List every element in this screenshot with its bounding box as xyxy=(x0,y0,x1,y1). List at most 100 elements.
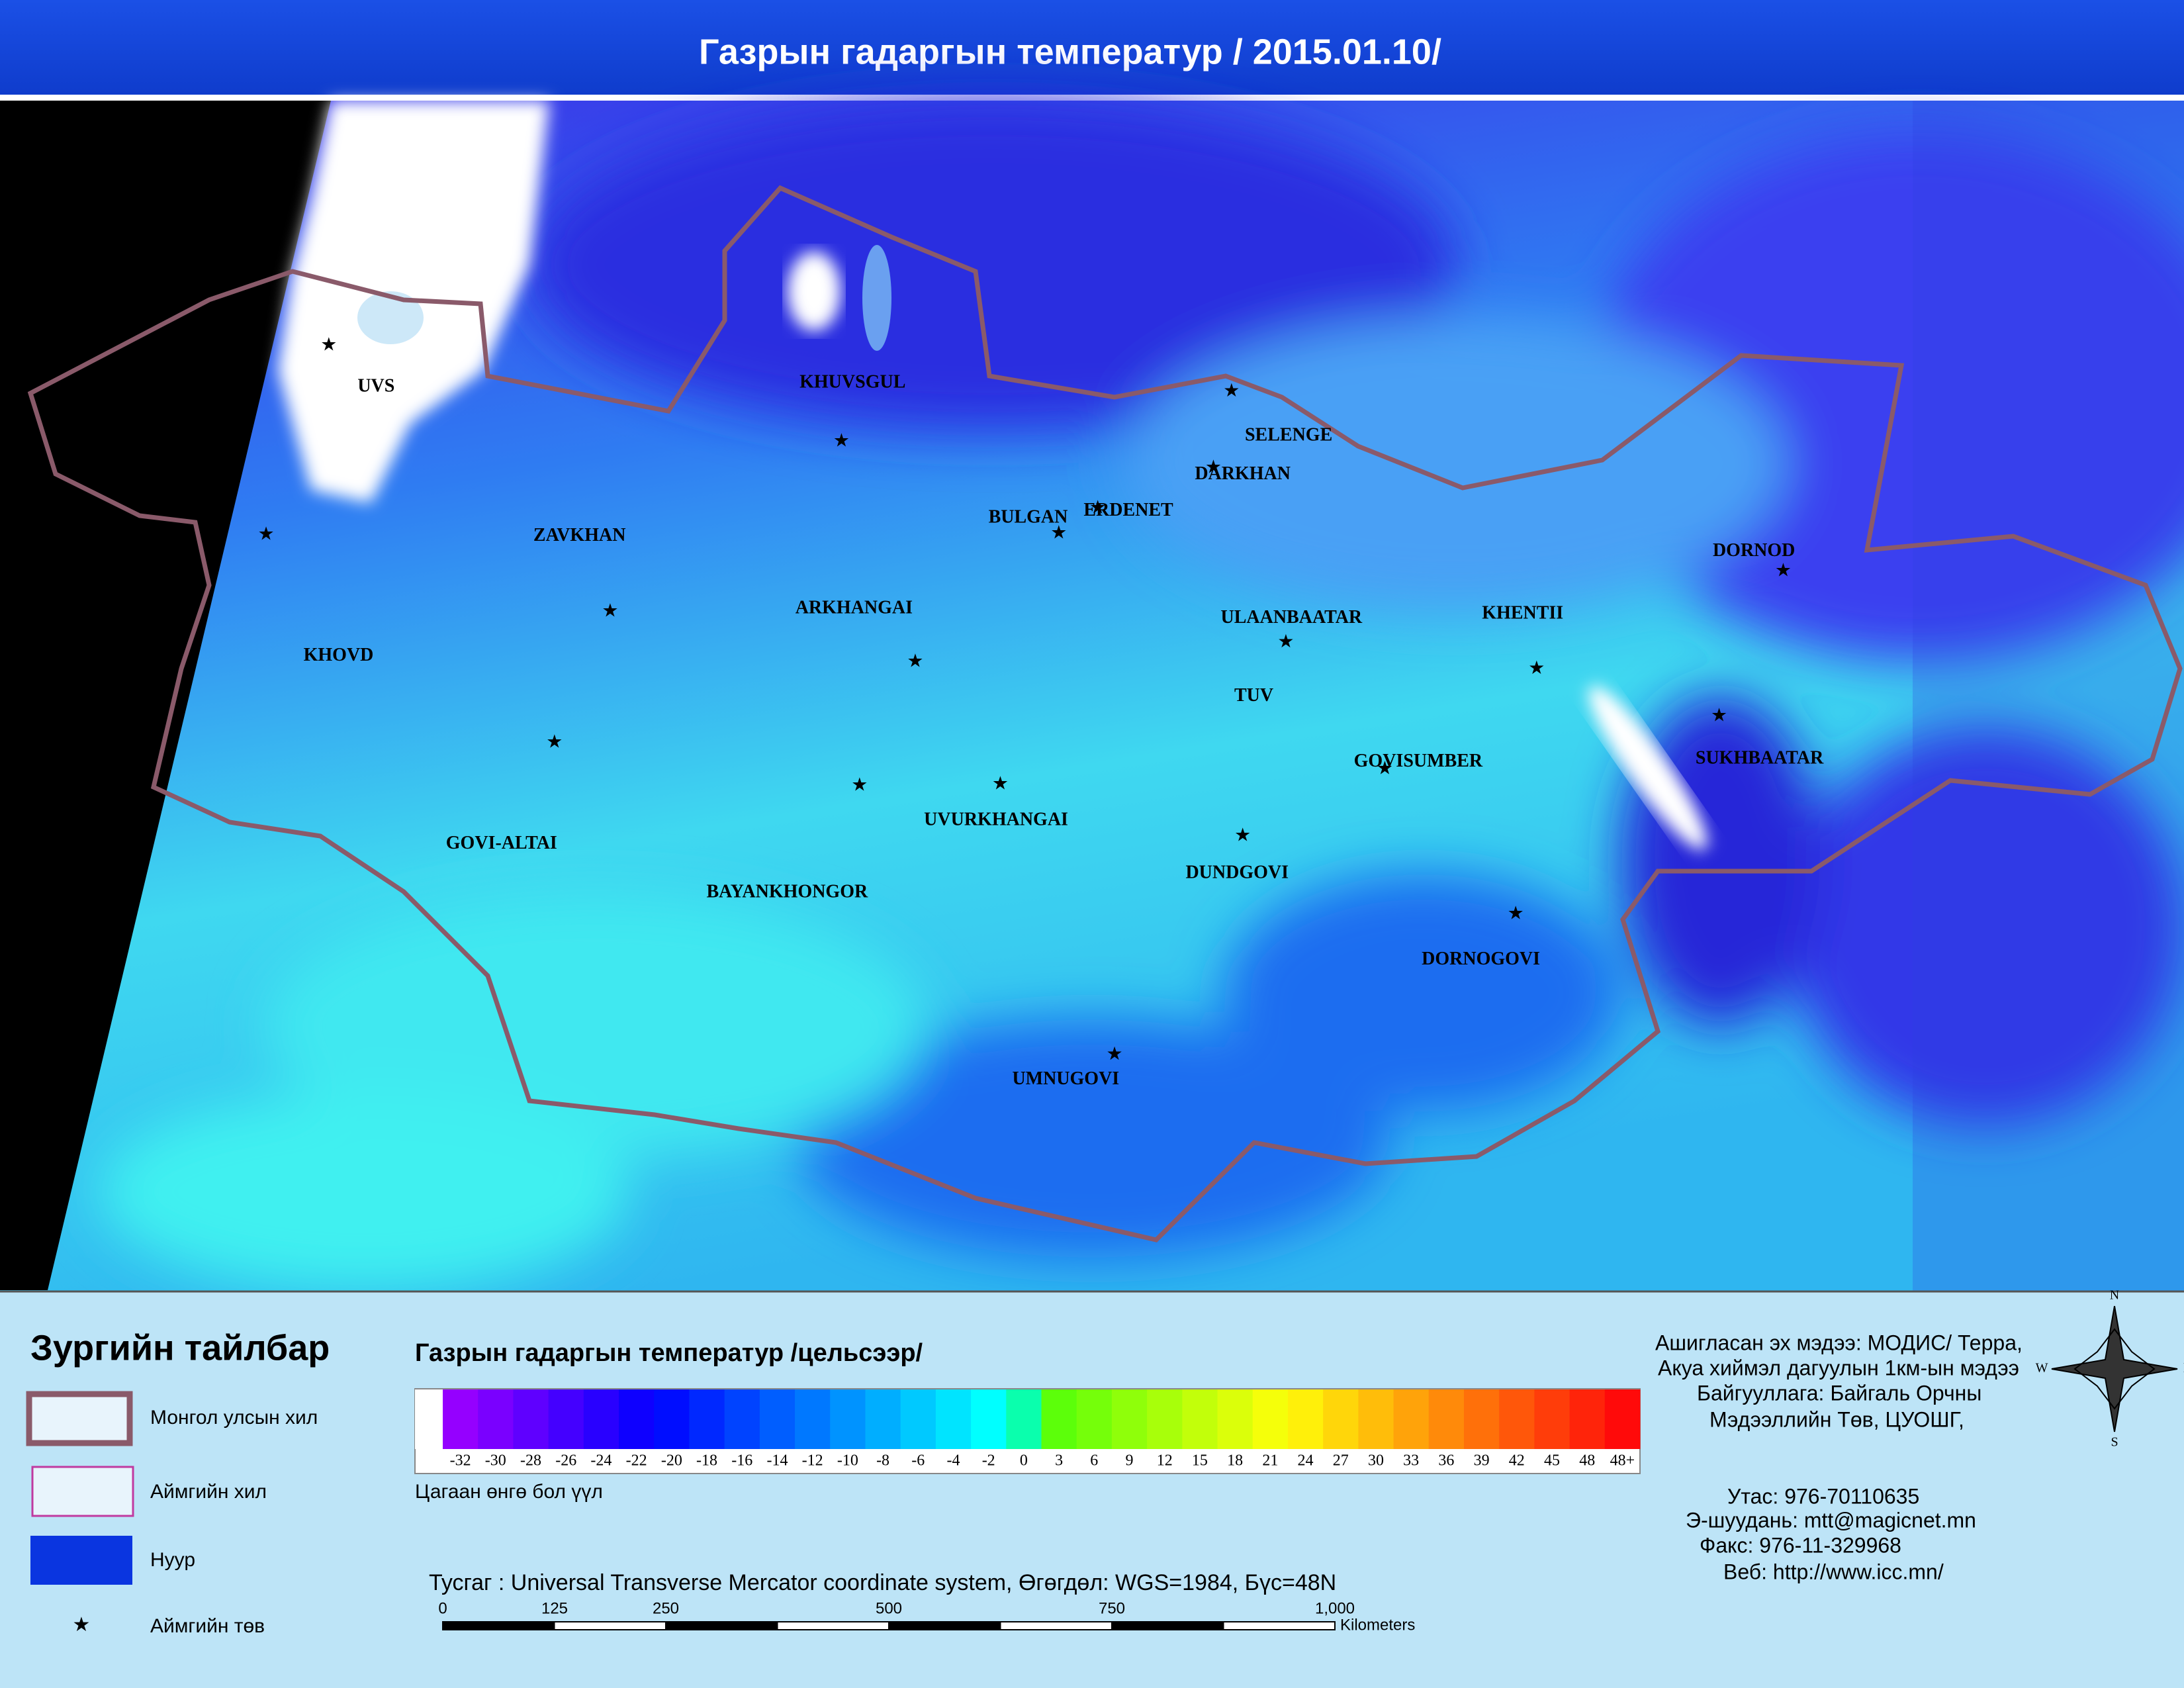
info-line: Ашигласан эх мэдээ: МОДИС/ Терра, xyxy=(1655,1331,2023,1354)
colorbar-tick-label: -8 xyxy=(876,1452,889,1470)
province-label: DUNDGOVI xyxy=(1185,862,1289,882)
title-bar xyxy=(0,0,2184,95)
colorbar-cell xyxy=(1111,1389,1148,1449)
colorbar-cell xyxy=(619,1389,655,1449)
colorbar-cell xyxy=(1006,1389,1042,1449)
colorbar-tick-label: 30 xyxy=(1368,1452,1384,1470)
colorbar-tick-label: -2 xyxy=(982,1452,995,1470)
scalebar-tick-label: 500 xyxy=(876,1599,902,1617)
colorbar-cell xyxy=(689,1389,725,1449)
province-label: BAYANKHONGOR xyxy=(706,882,868,902)
scalebar-segment xyxy=(776,1621,889,1630)
aimag-center: ★ xyxy=(1528,657,1545,678)
legend-star: ★ xyxy=(73,1614,91,1636)
colorbar-cell xyxy=(548,1389,584,1449)
aimag-center: ★ xyxy=(833,430,850,451)
aimag-center: ★ xyxy=(1377,757,1393,778)
scalebar-segment xyxy=(665,1621,778,1630)
colorbar-cell xyxy=(1463,1389,1500,1449)
colorbar-cell xyxy=(1393,1389,1430,1449)
aimag-center: ★ xyxy=(992,773,1009,794)
aimag-center: ★ xyxy=(1050,522,1067,543)
scalebar-segment xyxy=(553,1621,666,1630)
compass: N E S W xyxy=(2036,1288,2184,1450)
colorbar-tick-label: 9 xyxy=(1126,1452,1134,1470)
colorbar-cell xyxy=(1147,1389,1183,1449)
aimag-center: ★ xyxy=(1089,497,1106,518)
colorbar-cell xyxy=(583,1389,619,1449)
compass-e: E xyxy=(2183,1361,2184,1376)
scalebar-tick-label: 250 xyxy=(653,1599,679,1617)
compass-rose xyxy=(2051,1305,2178,1432)
colorbar-cell xyxy=(443,1389,478,1449)
colorbar-cell xyxy=(795,1389,831,1449)
colorbar-cell xyxy=(1428,1389,1465,1449)
aimag-center: ★ xyxy=(907,650,923,671)
compass-s: S xyxy=(2111,1435,2118,1450)
legend-province-swatch xyxy=(31,1466,134,1517)
province-label: SUKHBAATAR xyxy=(1696,748,1824,769)
aimag-center: ★ xyxy=(1775,559,1792,580)
info-line: Факс: 976-11-329968 xyxy=(1700,1533,1901,1557)
colorbar-cell xyxy=(1534,1389,1570,1449)
compass-w: W xyxy=(2036,1361,2048,1376)
province-label: DARKHAN xyxy=(1195,463,1291,484)
colorbar-cell xyxy=(1076,1389,1113,1449)
legend-border-swatch xyxy=(26,1391,133,1446)
colorbar-cell xyxy=(1041,1389,1077,1449)
province-label: KHENTII xyxy=(1482,603,1563,624)
colorbar-tick-label: -12 xyxy=(802,1452,823,1470)
aimag-center: ★ xyxy=(1205,457,1222,477)
lake xyxy=(357,291,424,344)
projection-note: Тусгаг : Universal Transverse Mercator c… xyxy=(429,1570,1336,1595)
aimag-center: ★ xyxy=(546,731,563,751)
legend-label: Аймгийн төв xyxy=(150,1615,265,1637)
colorbar-tick-label: 42 xyxy=(1509,1452,1525,1470)
province-label: BULGAN xyxy=(989,506,1068,527)
colorbar-tick-label: 21 xyxy=(1262,1452,1278,1470)
aimag-center: ★ xyxy=(851,774,868,795)
province-label: ULAANBAATAR xyxy=(1221,607,1363,628)
colorbar-tick-label: 39 xyxy=(1474,1452,1490,1470)
province-label: SELENGE xyxy=(1245,424,1332,445)
map-title: Газрын гадаргын температур / 2015.01.10/ xyxy=(699,32,1441,71)
legend-label: Монгол улсын хил xyxy=(150,1407,318,1429)
compass-ring xyxy=(2073,1328,2156,1410)
colorbar-tick-label: -24 xyxy=(590,1452,612,1470)
aimag-center: ★ xyxy=(1277,631,1294,651)
info-line: Утас: 976-70110635 xyxy=(1727,1484,1919,1508)
scalebar-unit: Kilometers xyxy=(1340,1616,1415,1634)
info-line: Веб: http://www.icc.mn/ xyxy=(1723,1560,1944,1583)
colorbar-tick-label: 3 xyxy=(1055,1452,1063,1470)
province-label: UVURKHANGAI xyxy=(924,809,1068,829)
province-label: KHOVD xyxy=(304,645,374,665)
colorbar-cell xyxy=(654,1389,690,1449)
colorbar-tick-label: -18 xyxy=(696,1452,717,1470)
cloud xyxy=(788,252,841,331)
aimag-center: ★ xyxy=(1711,704,1727,725)
colorbar-cell xyxy=(935,1389,972,1449)
colorbar-tick-label: -28 xyxy=(520,1452,541,1470)
colorbar-tick-label: 33 xyxy=(1403,1452,1419,1470)
colorbar-cell xyxy=(759,1389,796,1449)
legend-title: Зургийн тайлбар xyxy=(30,1328,330,1368)
colorbar-tick-label: 36 xyxy=(1438,1452,1454,1470)
scalebar-tick-label: 125 xyxy=(541,1599,568,1617)
scalebar-segment xyxy=(442,1621,555,1630)
colorbar-tick-label: 24 xyxy=(1298,1452,1314,1470)
aimag-center: ★ xyxy=(1234,824,1251,845)
country-border xyxy=(27,185,2183,1243)
scalebar-tick-label: 750 xyxy=(1099,1599,1125,1617)
aimag-center: ★ xyxy=(258,524,275,544)
colorbar-tick-label: -26 xyxy=(555,1452,576,1470)
colorbar-tick-label: -4 xyxy=(946,1452,960,1470)
province-label: TUV xyxy=(1234,685,1273,706)
province-label: ZAVKHAN xyxy=(533,525,626,545)
info-line: Э-шуудань: mtt@magicnet.mn xyxy=(1686,1508,1976,1532)
colorbar-tick-label: 15 xyxy=(1192,1452,1208,1470)
colorbar-cell xyxy=(1569,1389,1606,1449)
aimag-center: ★ xyxy=(1106,1043,1122,1064)
lake xyxy=(862,245,891,351)
colorbar-cell xyxy=(830,1389,866,1449)
